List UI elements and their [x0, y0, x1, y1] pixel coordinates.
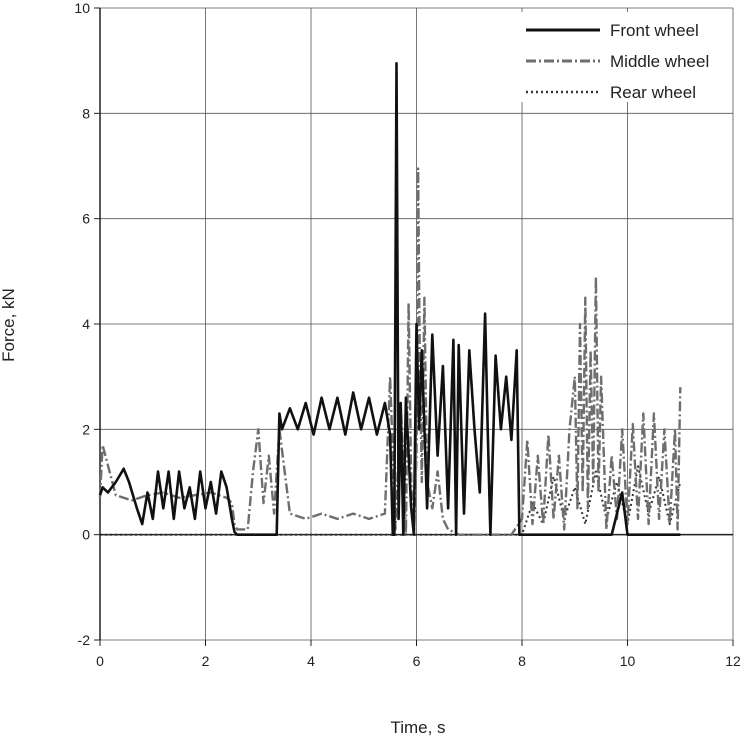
x-tick-label: 0 [96, 653, 104, 669]
y-tick-label: 0 [82, 527, 90, 543]
y-tick-label: -2 [78, 632, 91, 648]
grid-lines [99, 7, 734, 641]
x-tick-label: 8 [518, 653, 526, 669]
legend: Front wheel Middle wheel Rear wheel [520, 12, 728, 102]
y-tick-label: 4 [82, 316, 90, 332]
y-tick-label: 8 [82, 105, 90, 121]
axes [94, 7, 734, 646]
y-tick-label: 6 [82, 211, 90, 227]
x-axis-label: Time, s [390, 718, 445, 737]
x-tick-label: 12 [725, 653, 741, 669]
tick-labels: 0 2 4 6 8 10 12 -2 0 2 4 6 8 10 [74, 0, 741, 669]
legend-label-middle: Middle wheel [610, 52, 709, 71]
x-tick-label: 4 [307, 653, 315, 669]
x-tick-label: 6 [413, 653, 421, 669]
legend-label-front: Front wheel [610, 21, 699, 40]
y-axis-label: Force, kN [0, 288, 18, 362]
legend-box [520, 12, 728, 102]
x-tick-label: 2 [202, 653, 210, 669]
series-lines [98, 61, 682, 537]
y-tick-label: 10 [74, 0, 90, 16]
legend-label-rear: Rear wheel [610, 83, 696, 102]
series-line-middle-wheel [98, 167, 682, 536]
y-tick-label: 2 [82, 421, 90, 437]
x-tick-label: 10 [620, 653, 636, 669]
series-line-front-wheel [98, 61, 681, 537]
